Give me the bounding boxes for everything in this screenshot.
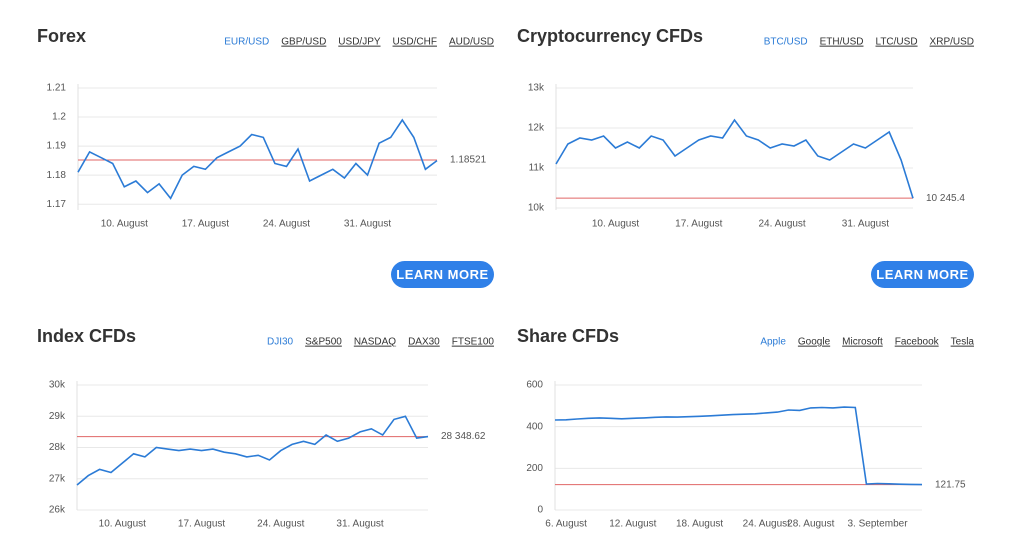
y-tick-label: 0 (537, 505, 543, 516)
tab[interactable]: DJI30 (267, 337, 294, 348)
y-tick-label: 26k (49, 505, 66, 516)
tab[interactable]: Microsoft (842, 337, 883, 348)
tab[interactable]: Facebook (895, 337, 940, 348)
y-tick-label: 11k (529, 163, 545, 174)
y-tick-label: 200 (526, 463, 543, 474)
chart-panel: Share CFDs Tesla Facebook Microsoft Google Ap… (517, 326, 974, 530)
tab[interactable]: AUD/USD (449, 37, 494, 48)
tab[interactable]: Apple (760, 337, 786, 348)
chart-title: Cryptocurrency CFDs (517, 26, 703, 46)
current-label: 28 348.62 (441, 431, 486, 442)
tab[interactable]: Google (798, 337, 831, 348)
current-label: 121.75 (935, 479, 966, 490)
tab[interactable]: S&P500 (305, 337, 342, 348)
tab[interactable]: USD/CHF (393, 37, 437, 48)
x-tick-label: 31. August (842, 219, 889, 230)
tab[interactable]: USD/JPY (338, 37, 381, 48)
x-tick-label: 17. August (182, 219, 229, 230)
button-bg (391, 261, 494, 288)
x-tick-label: 28. August (787, 519, 834, 530)
y-tick-label: 400 (526, 421, 543, 432)
y-tick-label: 13k (528, 83, 545, 94)
y-tick-label: 1.18 (47, 170, 67, 181)
current-label: 10 245.4 (926, 193, 965, 204)
tab[interactable]: DAX30 (408, 337, 440, 348)
x-tick-label: 6. August (545, 519, 587, 530)
x-tick-label: 31. August (344, 219, 391, 230)
x-tick-label: 24. August (257, 519, 304, 530)
y-tick-label: 27k (49, 473, 66, 484)
price-line (555, 118, 914, 199)
button-label: LEARN MORE (876, 267, 968, 282)
price-line (77, 118, 438, 200)
chart-title: Forex (37, 26, 86, 46)
x-tick-label: 10. August (592, 219, 639, 230)
x-tick-label: 18. August (676, 519, 723, 530)
chart-panel: Cryptocurrency CFDs XRP/USD LTC/USD ETH/USD… (517, 26, 974, 288)
y-tick-label: 1.2 (52, 112, 66, 123)
tab[interactable]: XRP/USD (930, 37, 974, 48)
tab[interactable]: FTSE100 (452, 337, 495, 348)
y-tick-label: 1.17 (47, 199, 67, 210)
y-tick-label: 28k (49, 442, 66, 453)
x-tick-label: 24. August (758, 219, 805, 230)
y-tick-label: 1.19 (47, 141, 67, 152)
tab[interactable]: GBP/USD (281, 37, 326, 48)
y-tick-label: 29k (49, 411, 66, 422)
tab[interactable]: Tesla (951, 337, 975, 348)
y-tick-label: 600 (526, 380, 543, 391)
x-tick-label: 24. August (743, 519, 790, 530)
current-label: 1.18521 (450, 155, 487, 166)
price-line (554, 406, 923, 486)
x-tick-label: 17. August (675, 219, 722, 230)
tab[interactable]: EUR/USD (224, 37, 269, 48)
learn-more-button[interactable]: LEARN MORE (391, 261, 494, 288)
y-tick-label: 12k (528, 123, 545, 134)
x-tick-label: 10. August (101, 219, 148, 230)
tab[interactable]: BTC/USD (764, 37, 808, 48)
y-tick-label: 1.21 (47, 83, 67, 94)
chart-title: Share CFDs (517, 326, 619, 346)
tab[interactable]: ETH/USD (820, 37, 864, 48)
y-tick-label: 30k (49, 380, 66, 391)
y-tick-label: 10k (528, 203, 545, 214)
x-tick-label: 10. August (99, 519, 146, 530)
chart-panel: Forex AUD/USD USD/CHF USD/JPY GBP/USD EUR/USD… (37, 26, 494, 288)
button-label: LEARN MORE (396, 267, 488, 282)
x-tick-label: 17. August (178, 519, 225, 530)
x-tick-label: 31. August (336, 519, 383, 530)
price-line (76, 415, 429, 486)
button-bg (871, 261, 974, 288)
learn-more-button[interactable]: LEARN MORE (871, 261, 974, 288)
x-tick-label: 3. September (847, 519, 908, 530)
chart-panel: Index CFDs FTSE100 DAX30 NASDAQ S&P500 DJI30 2… (37, 326, 494, 530)
x-tick-label: 24. August (263, 219, 310, 230)
tab[interactable]: NASDAQ (354, 337, 396, 348)
x-tick-label: 12. August (609, 519, 656, 530)
chart-title: Index CFDs (37, 326, 136, 346)
tab[interactable]: LTC/USD (876, 37, 918, 48)
